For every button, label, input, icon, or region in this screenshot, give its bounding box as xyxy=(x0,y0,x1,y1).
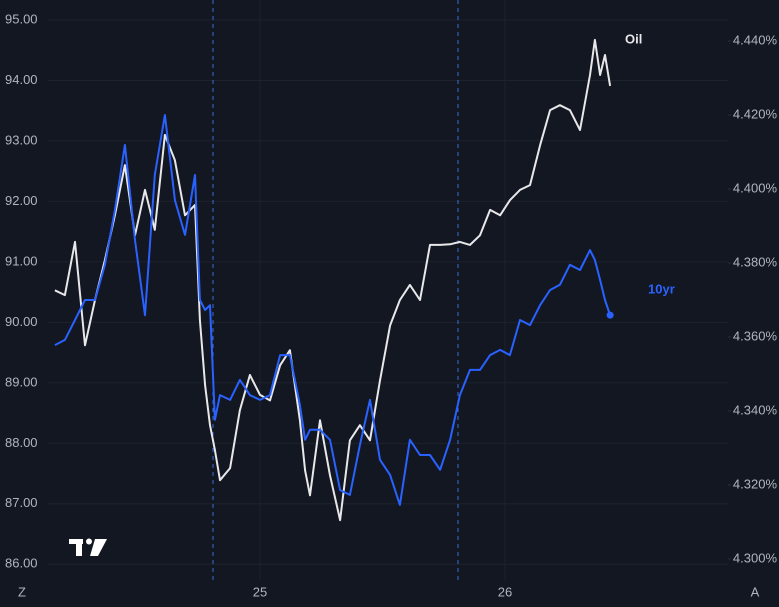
plot xyxy=(54,38,614,522)
corner-button[interactable]: Z xyxy=(18,584,26,599)
y-tick-label: 93.00 xyxy=(5,132,38,147)
y-tick-label: 90.00 xyxy=(5,314,38,329)
y-tick-label: 89.00 xyxy=(5,374,38,389)
y-tick-label: 87.00 xyxy=(5,495,38,510)
y-tick-label: 91.00 xyxy=(5,253,38,268)
y2-tick-label: 4.380% xyxy=(733,254,778,269)
series-label: Oil xyxy=(625,31,642,46)
y-tick-label: 94.00 xyxy=(5,72,38,87)
y2-tick-label: 4.340% xyxy=(733,402,778,417)
y-tick-label: 88.00 xyxy=(5,435,38,450)
y-tick-label: 86.00 xyxy=(5,556,38,571)
y2-tick-label: 4.420% xyxy=(733,106,778,121)
series-line xyxy=(54,114,612,506)
y2-tick-label: 4.300% xyxy=(733,550,778,565)
series-line xyxy=(54,38,612,522)
y2-tick-label: 4.360% xyxy=(733,328,778,343)
x-tick-label: 26 xyxy=(498,584,512,599)
corner-button[interactable]: A xyxy=(751,584,760,599)
end-dot xyxy=(606,311,614,319)
series-label: 10yr xyxy=(648,281,675,296)
y2-tick-label: 4.320% xyxy=(733,476,778,491)
tv-logo xyxy=(69,538,107,556)
y2-tick-label: 4.400% xyxy=(733,180,778,195)
grid xyxy=(48,0,728,580)
y-tick-label: 95.00 xyxy=(5,11,38,26)
y2-tick-label: 4.440% xyxy=(733,32,778,47)
y-tick-label: 92.00 xyxy=(5,193,38,208)
x-tick-label: 25 xyxy=(253,584,267,599)
